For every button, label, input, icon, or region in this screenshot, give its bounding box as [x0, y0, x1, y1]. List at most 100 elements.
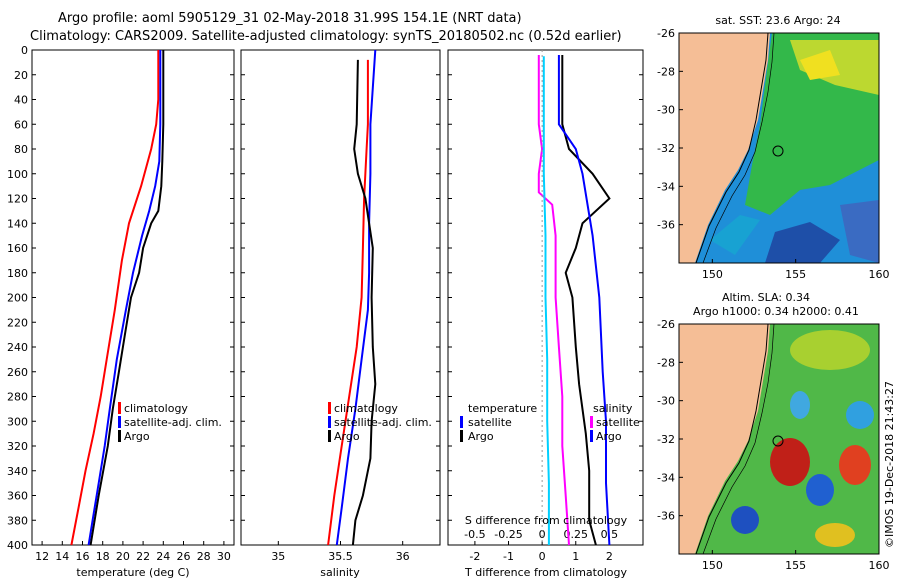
sla-map-subtitle: Argo h1000: 0.34 h2000: 0.41: [693, 305, 859, 318]
s-diff-tick-label: 0: [539, 528, 546, 541]
legend-satellite: satellite-adj. clim.: [124, 416, 222, 429]
temperature-difference-tick-labels: -2 -1 0 1 2: [469, 541, 613, 563]
legend-swatch-argo: [328, 430, 331, 442]
legend-salinity-argo: Argo: [596, 430, 622, 443]
x-tick-label: 1: [572, 550, 579, 563]
lon-tick-label: 155: [785, 268, 806, 281]
depth-tick-label: 20: [14, 69, 28, 82]
sst-map-image: [679, 33, 879, 263]
lat-tick-label: -30: [657, 395, 675, 408]
sst-map-panel: sat. SST: 23.6 Argo: 24 -26-28-30-32-34-…: [657, 14, 889, 281]
legend-argo: Argo: [334, 430, 360, 443]
x-tick-label: 2: [606, 550, 613, 563]
sla-eddy-warm: [770, 438, 810, 486]
isobath: [702, 33, 775, 263]
series-line-salinity-argo: [557, 55, 611, 546]
x-tick-label: 28: [197, 550, 211, 563]
lon-tick-label: 150: [702, 559, 723, 572]
x-tick-label: 35: [271, 550, 285, 563]
lon-tick-label: 155: [785, 559, 806, 572]
argo-position-marker: [772, 435, 784, 447]
x-tick-label: 30: [217, 550, 231, 563]
sla-lat-tick-labels: -26 -28 -30 -32 -34 -36: [657, 318, 683, 523]
sla-eddy-cold: [806, 474, 834, 506]
series-line-temperature-satellite: [542, 56, 550, 545]
x-tick-label: 16: [76, 550, 90, 563]
depth-tick-label: 80: [14, 143, 28, 156]
series-line-climatology: [70, 50, 160, 546]
series-line-salinity-satellite: [537, 55, 570, 546]
sla-eddy-cold-3: [846, 401, 874, 429]
sla-map-panel: Altim. SLA: 0.34 Argo h1000: 0.34 h2000:…: [657, 291, 896, 572]
lat-tick-label: -28: [657, 65, 675, 78]
depth-tick-label: 360: [7, 490, 28, 503]
x-tick-label: 20: [116, 550, 130, 563]
depth-tick-label: 320: [7, 440, 28, 453]
depth-tick-label: 140: [7, 217, 28, 230]
legend-satellite: satellite-adj. clim.: [334, 416, 432, 429]
lat-tick-label: -26: [657, 27, 675, 40]
temperature-xlabel: temperature (deg C): [76, 566, 189, 579]
x-tick-label: 12: [35, 550, 49, 563]
legend-temperature-title: temperature: [468, 402, 537, 415]
lat-tick-label: -36: [657, 219, 675, 232]
salinity-series: [241, 49, 440, 546]
legend-swatch-satellite: [118, 416, 121, 428]
sla-map-title: Altim. SLA: 0.34: [722, 291, 810, 304]
lat-tick-label: -34: [657, 180, 675, 193]
legend-swatch-salinity-argo: [590, 430, 593, 442]
series-line-argo: [351, 59, 377, 546]
legend-climatology: climatology: [334, 402, 398, 415]
lon-tick-label: 150: [702, 268, 723, 281]
sst-lat-tick-labels: -26 -28 -30 -32 -34 -36: [657, 27, 683, 232]
lat-tick-label: -32: [657, 142, 675, 155]
series-line-climatology: [327, 59, 369, 546]
salinity-panel: 35 35.5 36 climatology satellite-adj. clim…: [240, 49, 441, 579]
salinity-legend: climatology satellite-adj. clim. Argo: [328, 402, 432, 443]
depth-tick-label: 380: [7, 514, 28, 527]
legend-swatch-climatology: [328, 402, 331, 414]
header-line1: Argo profile: aoml 5905129_31 02-May-201…: [58, 11, 522, 26]
x-tick-label: 35.5: [328, 550, 353, 563]
lat-tick-label: -26: [657, 318, 675, 331]
s-diff-tick-label: 0.25: [564, 528, 589, 541]
legend-swatch-temperature-satellite: [460, 416, 463, 428]
coastline: [695, 33, 769, 263]
depth-tick-label: 100: [7, 168, 28, 181]
legend-argo: Argo: [124, 430, 150, 443]
sla-lon-tick-labels: 150 155 160: [702, 550, 890, 572]
depth-tick-label: 60: [14, 118, 28, 131]
depth-tick-label: 160: [7, 242, 28, 255]
depth-tick-label: 200: [7, 292, 28, 305]
coastal-current: [710, 215, 760, 255]
sla-high: [790, 330, 870, 370]
legend-swatch-salinity-satellite: [590, 416, 593, 428]
legend-climatology: climatology: [124, 402, 188, 415]
difference-series: [448, 49, 643, 546]
lat-tick-label: -28: [657, 356, 675, 369]
temperature-legend: climatology satellite-adj. clim. Argo: [118, 402, 222, 443]
s-difference-xlabel: S difference from climatology: [465, 514, 628, 527]
depth-tick-label: 120: [7, 193, 28, 206]
lat-tick-label: -36: [657, 510, 675, 523]
depth-tick-label: 180: [7, 267, 28, 280]
salinity-tick-labels: 35 35.5 36: [271, 541, 410, 563]
cool-patch: [840, 200, 879, 263]
legend-salinity-satellite: satellite: [596, 416, 640, 429]
depth-tick-label: 260: [7, 366, 28, 379]
series-line-argo: [89, 50, 165, 546]
depth-tick-label: 400: [7, 539, 28, 552]
sla-map-image: [679, 324, 879, 554]
temperature-axes-frame: [31, 49, 235, 546]
legend-swatch-argo: [118, 430, 121, 442]
temperature-panel: 0 20 40 60 80 100 120 140 160 180 200 220 240 260 280 3…: [7, 44, 235, 579]
depth-tick-label: 40: [14, 94, 28, 107]
imos-watermark: ©IMOS 19-Dec-2018 21:43:27: [883, 381, 896, 548]
x-tick-label: 26: [177, 550, 191, 563]
sst-map-title: sat. SST: 23.6 Argo: 24: [715, 14, 840, 27]
x-tick-label: 22: [136, 550, 150, 563]
sla-eddy-cold-2: [731, 506, 759, 534]
series-line-satellite-adj-clim-: [87, 50, 162, 546]
sst-lon-tick-labels: 150 155 160: [702, 259, 890, 281]
s-diff-tick-label: -0.25: [494, 528, 522, 541]
